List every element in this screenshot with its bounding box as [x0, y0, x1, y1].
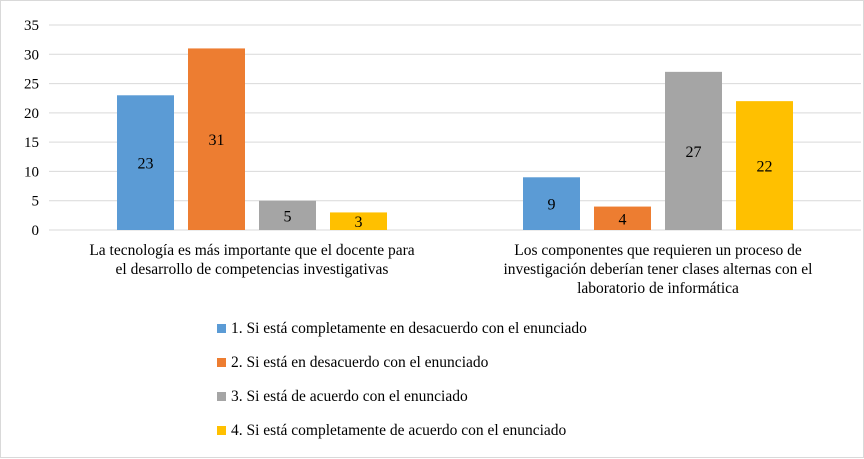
data-label: 23: [138, 156, 154, 173]
data-label: 3: [355, 214, 363, 231]
bar-series-3-cat-1: [259, 200, 316, 230]
legend: 1. Si está completamente en desacuerdo c…: [217, 320, 587, 439]
y-tick-label: 5: [32, 194, 40, 210]
legend-entry: 2. Si está en desacuerdo con el enunciad…: [231, 354, 489, 371]
y-tick-label: 15: [24, 135, 39, 151]
category-label: Los componentes que requieren un proceso…: [514, 242, 802, 259]
data-label: 9: [548, 197, 556, 214]
bar-series-1-cat-2: [523, 177, 580, 230]
gridlines: [49, 24, 861, 231]
y-tick-label: 10: [24, 164, 39, 180]
data-labels: 23 31 5 3 9 4 27 22: [138, 132, 773, 231]
y-tick-label: 35: [24, 18, 39, 34]
category-label: laboratorio de informática: [577, 280, 739, 297]
bar-series-2-cat-2: [594, 206, 651, 230]
legend-entry: 4. Si está completamente de acuerdo con …: [231, 422, 567, 439]
legend-entry: 1. Si está completamente en desacuerdo c…: [231, 320, 587, 337]
y-axis-ticks: 0 5 10 15 20 25 30 35: [24, 18, 39, 239]
legend-swatch: [217, 358, 226, 367]
legend-entry: 3. Si está de acuerdo con el enunciado: [231, 388, 468, 405]
y-tick-label: 20: [24, 106, 39, 122]
data-label: 4: [619, 211, 627, 228]
data-label: 22: [757, 159, 773, 176]
category-label: investigación deberían tener clases alte…: [503, 261, 812, 278]
category-label: el desarrollo de competencias investigat…: [116, 261, 389, 278]
category-label: La tecnología es más importante que el d…: [89, 242, 414, 259]
data-label: 5: [284, 208, 292, 225]
bars: [117, 48, 793, 231]
legend-swatch: [217, 324, 226, 333]
bar-series-1-cat-1: [117, 95, 174, 231]
bar-series-4-cat-2: [736, 101, 793, 231]
bar-series-4-cat-1: [330, 212, 387, 230]
bar-series-2-cat-1: [188, 48, 245, 230]
y-tick-label: 25: [24, 77, 39, 93]
y-tick-label: 0: [32, 223, 40, 239]
data-label: 31: [209, 132, 225, 149]
legend-swatch: [217, 426, 226, 435]
bar-series-3-cat-2: [665, 71, 722, 230]
legend-swatch: [217, 392, 226, 401]
category-labels: La tecnología es más importante que el d…: [89, 242, 812, 297]
data-label: 27: [686, 144, 702, 161]
y-tick-label: 30: [24, 47, 39, 63]
